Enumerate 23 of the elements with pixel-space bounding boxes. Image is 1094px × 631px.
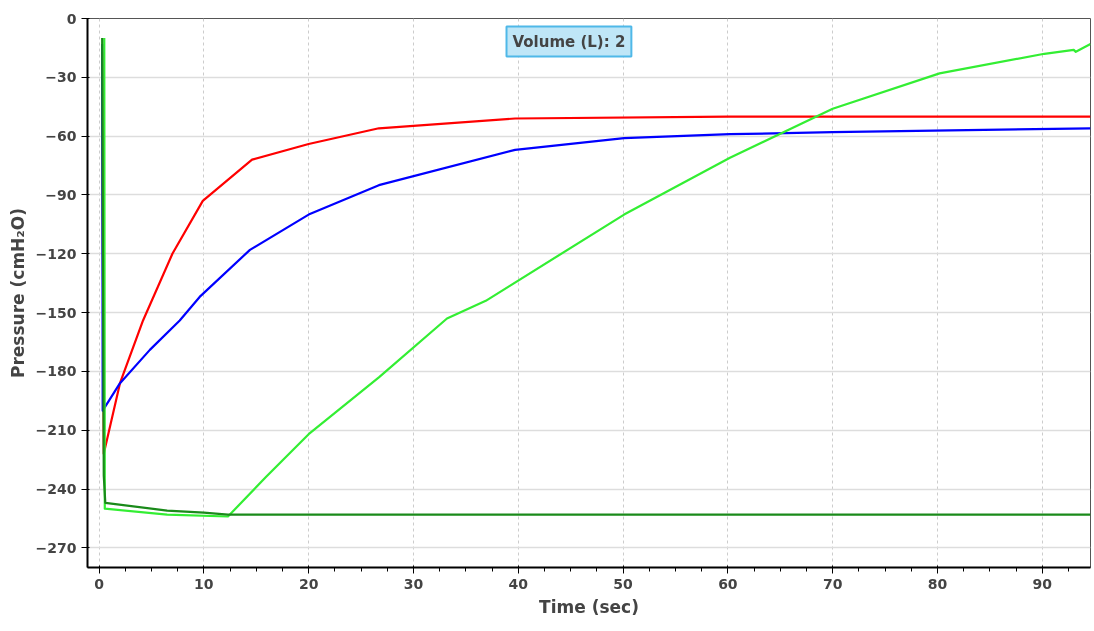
- x-tick-label: 0: [94, 575, 105, 592]
- y-tick-label: −270: [35, 539, 77, 556]
- y-tick-label: −90: [45, 186, 77, 203]
- y-tick-label: −120: [35, 245, 77, 262]
- y-tick-label: −210: [35, 422, 77, 439]
- x-tick-label: 20: [298, 575, 319, 592]
- y-tick-label: −30: [45, 69, 77, 86]
- annotation: Volume (L): 2: [512, 32, 626, 51]
- x-tick-label: 80: [927, 575, 948, 592]
- x-tick-label: 10: [194, 575, 214, 592]
- x-tick-label: 40: [508, 575, 529, 592]
- y-tick-label: −60: [45, 128, 77, 145]
- y-tick-label: −240: [35, 481, 77, 498]
- x-tick-label: 50: [613, 575, 634, 592]
- x-tick-label: 90: [1032, 575, 1053, 592]
- y-tick-label: −150: [35, 304, 77, 321]
- y-tick-label: −180: [35, 363, 77, 380]
- x-tick-label: 70: [822, 575, 843, 592]
- y-axis-title: Pressure (cmH₂O): [7, 208, 28, 378]
- x-axis-title: Time (sec): [539, 596, 639, 617]
- y-tick-label: 0: [66, 10, 77, 27]
- x-tick-label: 30: [403, 575, 424, 592]
- x-tick-label: 60: [718, 575, 738, 592]
